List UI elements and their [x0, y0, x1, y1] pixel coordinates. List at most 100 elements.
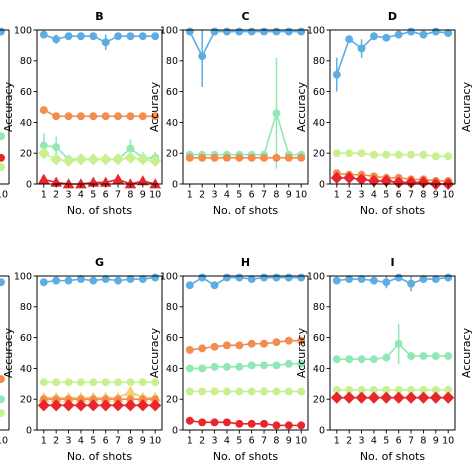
- data-point: [357, 149, 366, 158]
- axes-frame: [182, 29, 309, 185]
- x-tick-label: 2: [199, 190, 205, 201]
- data-point: [407, 27, 416, 36]
- fragment-point: [0, 395, 5, 404]
- fragment-point: [0, 409, 5, 418]
- data-point: [126, 112, 135, 121]
- data-point: [284, 273, 293, 282]
- series-3: [39, 395, 160, 404]
- data-point: [297, 153, 306, 162]
- panel-letter: H: [241, 256, 250, 269]
- data-point: [126, 275, 135, 284]
- data-point: [247, 27, 256, 36]
- y-tick-label: 0: [319, 425, 325, 436]
- x-tick-label: 3: [359, 190, 365, 201]
- data-point: [260, 27, 269, 36]
- data-point: [114, 395, 123, 404]
- x-tick-label: 5: [383, 436, 389, 447]
- axes-frame: [36, 29, 163, 185]
- x-tick-label: 1: [334, 436, 340, 447]
- x-tick-label: 2: [53, 190, 59, 201]
- data-point: [272, 273, 281, 282]
- data-point: [419, 30, 428, 39]
- y-tick-label: 40: [313, 364, 325, 375]
- edge-fragments: 1010AccuracyAccuracy: [0, 27, 473, 447]
- data-point: [185, 416, 194, 425]
- y-tick-label: 20: [313, 149, 325, 160]
- y-tick-label: 100: [14, 271, 32, 282]
- data-point: [124, 151, 137, 164]
- data-point: [345, 355, 354, 364]
- data-point: [101, 112, 110, 121]
- axes-frame: [182, 275, 309, 431]
- data-point: [247, 419, 256, 428]
- data-point: [210, 281, 219, 290]
- x-tick-label: 8: [420, 436, 426, 447]
- data-point: [198, 52, 207, 61]
- data-point: [343, 391, 356, 404]
- data-point: [76, 32, 85, 41]
- data-point: [198, 387, 207, 396]
- data-point: [151, 378, 160, 387]
- x-tick-label: 3: [66, 190, 72, 201]
- x-tick-label: 4: [371, 436, 377, 447]
- x-tick-label: 4: [224, 436, 230, 447]
- y-tick-label: 40: [166, 118, 178, 129]
- data-point: [124, 178, 137, 189]
- data-point: [332, 276, 341, 285]
- data-point: [222, 27, 231, 36]
- data-point: [151, 32, 160, 41]
- x-tick-label: 6: [396, 190, 402, 201]
- data-point: [297, 359, 306, 368]
- data-point: [284, 387, 293, 396]
- data-point: [222, 341, 231, 350]
- data-point: [112, 399, 125, 412]
- data-point: [260, 361, 269, 370]
- x-tick-label: 4: [224, 190, 230, 201]
- data-point: [74, 153, 87, 166]
- data-point: [62, 154, 75, 167]
- x-tick-label: 7: [408, 436, 414, 447]
- y-tick-label: 20: [20, 395, 32, 406]
- data-point: [124, 399, 137, 412]
- fragment-point: [0, 278, 5, 287]
- data-point: [75, 178, 87, 189]
- x-tick-label: 5: [90, 190, 96, 201]
- data-point: [357, 355, 366, 364]
- data-point: [419, 352, 428, 361]
- data-point: [247, 387, 256, 396]
- right-fragment-bottom: Accuracy: [460, 327, 473, 378]
- series-line: [43, 276, 156, 283]
- series-line: [189, 276, 302, 287]
- x-tick-label: 9: [286, 436, 292, 447]
- fragment-tick-label: 10: [0, 436, 8, 447]
- data-point: [284, 153, 293, 162]
- series-0: [39, 273, 160, 287]
- data-point: [39, 395, 48, 404]
- series-line: [43, 390, 156, 399]
- data-point: [394, 386, 403, 394]
- data-point: [52, 378, 61, 387]
- y-tick-label: 100: [160, 271, 178, 282]
- series-1: [39, 378, 160, 387]
- data-point: [89, 32, 98, 41]
- series-0: [185, 27, 306, 87]
- data-point: [89, 395, 98, 404]
- x-tick-label: 3: [212, 436, 218, 447]
- data-point: [419, 386, 428, 394]
- data-point: [407, 150, 416, 159]
- y-tick-label: 0: [172, 425, 178, 436]
- x-tick-label: 4: [78, 436, 84, 447]
- y-tick-label: 40: [313, 118, 325, 129]
- y-tick-label: 60: [20, 87, 32, 98]
- data-point: [114, 32, 123, 41]
- x-tick-label: 9: [433, 190, 439, 201]
- y-tick-label: 0: [26, 179, 32, 190]
- data-point: [394, 273, 403, 282]
- data-point: [284, 421, 293, 430]
- x-tick-label: 10: [295, 436, 307, 447]
- y-tick-label: 80: [20, 302, 32, 313]
- data-point: [112, 173, 124, 184]
